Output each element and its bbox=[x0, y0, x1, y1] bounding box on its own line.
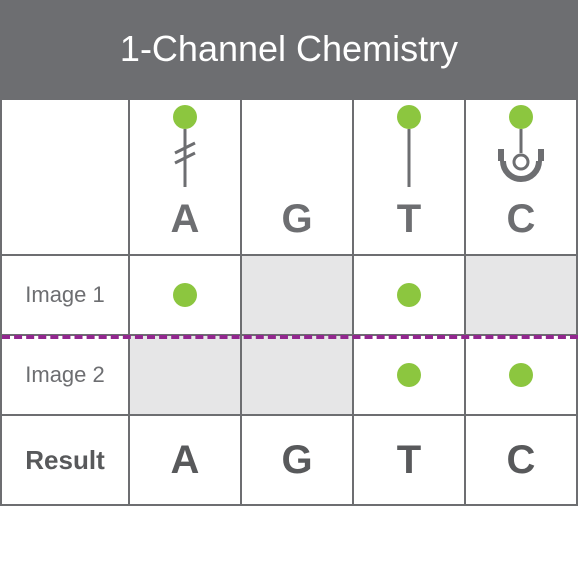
cell-1-T bbox=[354, 256, 466, 336]
dashed-line bbox=[2, 335, 578, 339]
base-letter-A: A bbox=[171, 197, 200, 242]
dot-icon bbox=[173, 283, 197, 307]
result-cell-C: C bbox=[466, 416, 578, 506]
result-label-cell: Result bbox=[0, 416, 130, 506]
header-cell-G: G bbox=[242, 100, 354, 256]
dot-icon bbox=[397, 363, 421, 387]
row-label-text-2: Image 2 bbox=[25, 362, 105, 388]
result-letter-C: C bbox=[507, 438, 536, 483]
cell-2-A bbox=[130, 336, 242, 416]
base-letter-T: T bbox=[397, 197, 421, 242]
row-label-1: Image 1 bbox=[0, 256, 130, 336]
header-empty-cell bbox=[0, 100, 130, 256]
title-text: 1-Channel Chemistry bbox=[120, 28, 458, 69]
result-letter-T: T bbox=[397, 438, 421, 483]
cell-1-C bbox=[466, 256, 578, 336]
base-letter-C: C bbox=[507, 197, 536, 242]
cell-2-T bbox=[354, 336, 466, 416]
cell-2-G bbox=[242, 336, 354, 416]
header-cell-C: C bbox=[466, 100, 578, 256]
diagram-container: 1-Channel Chemistry A G bbox=[0, 0, 578, 506]
chemistry-table: A G T bbox=[0, 98, 578, 506]
header-cell-T: T bbox=[354, 100, 466, 256]
result-letter-G: G bbox=[281, 438, 312, 483]
result-letter-A: A bbox=[171, 438, 200, 483]
dot-icon bbox=[397, 283, 421, 307]
header-cell-A: A bbox=[130, 100, 242, 256]
dot-icon bbox=[509, 363, 533, 387]
cell-1-A bbox=[130, 256, 242, 336]
result-cell-A: A bbox=[130, 416, 242, 506]
title-bar: 1-Channel Chemistry bbox=[0, 0, 578, 98]
result-cell-T: T bbox=[354, 416, 466, 506]
icon-A bbox=[165, 100, 205, 189]
row-label-2: Image 2 bbox=[0, 336, 130, 416]
icon-T bbox=[389, 100, 429, 189]
result-cell-G: G bbox=[242, 416, 354, 506]
cell-1-G bbox=[242, 256, 354, 336]
icon-C bbox=[497, 100, 545, 189]
cell-2-C bbox=[466, 336, 578, 416]
result-label-text: Result bbox=[25, 445, 104, 476]
base-letter-G: G bbox=[281, 197, 312, 242]
row-label-text-1: Image 1 bbox=[25, 282, 105, 308]
